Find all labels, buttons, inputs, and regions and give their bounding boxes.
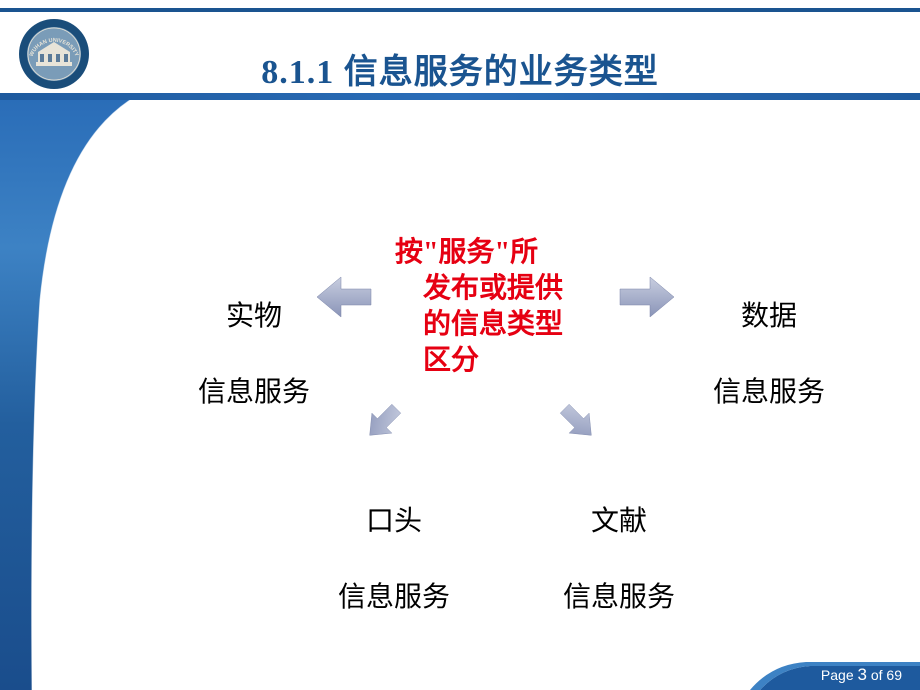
leaf-dr-line1: 文献 (591, 506, 647, 537)
leaf-dr-line2: 信息服务 (563, 582, 675, 613)
leaf-node-downright: 文献 信息服务 (515, 465, 695, 655)
center-line-2: 发布或提供 (423, 271, 595, 307)
slide-title: 8.1.1 信息服务的业务类型 (0, 44, 920, 93)
leaf-right-line2: 信息服务 (713, 377, 825, 408)
left-curved-sidebar (0, 100, 130, 690)
leaf-right-line1: 数据 (741, 301, 797, 332)
radial-diagram: 按"服务"所 发布或提供 的信息类型 区分 (130, 120, 920, 660)
leaf-dl-line1: 口头 (366, 506, 422, 537)
page-indicator: Page 3 of 69 (821, 665, 902, 685)
center-line-3: 的信息类型 (423, 307, 595, 343)
leaf-dl-line2: 信息服务 (338, 582, 450, 613)
center-line-4: 区分 (423, 343, 595, 379)
arrow-downleft-icon (355, 400, 411, 444)
leaf-left-line2: 信息服务 (198, 377, 310, 408)
header-accent-rule (0, 93, 920, 100)
slide-header: WUHAN UNIVERSITY 8.1.1 信息服务的业务类型 (0, 0, 920, 120)
diagram-center-node: 按"服务"所 发布或提供 的信息类型 区分 (395, 235, 595, 379)
leaf-left-line1: 实物 (226, 301, 282, 332)
leaf-node-left: 实物 信息服务 (150, 260, 330, 450)
page-prefix: Page (821, 667, 858, 683)
arrow-downright-icon (550, 400, 606, 444)
leaf-node-right: 数据 信息服务 (665, 260, 845, 450)
header-top-rule (0, 8, 920, 12)
leaf-node-downleft: 口头 信息服务 (290, 465, 470, 655)
page-suffix: of 69 (867, 667, 902, 683)
slide-footer: Page 3 of 69 (720, 660, 920, 690)
center-line-1: 按"服务"所 (395, 235, 595, 271)
page-current: 3 (858, 665, 867, 684)
